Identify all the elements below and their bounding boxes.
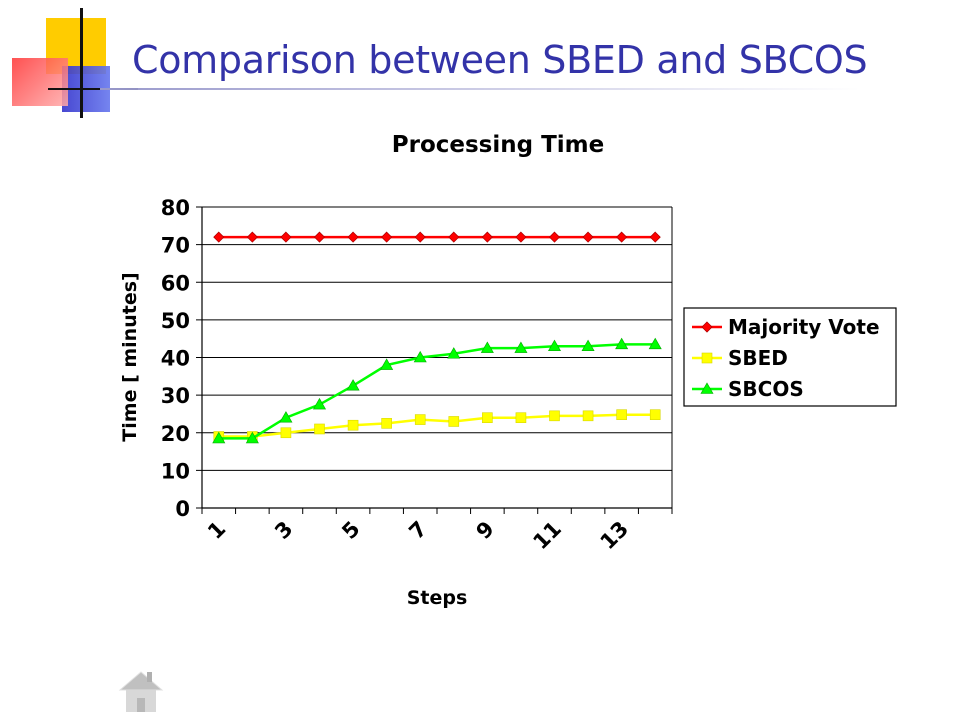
- legend-marker-sbcos: [700, 382, 714, 394]
- data-point-majority-vote: [616, 231, 628, 243]
- data-point-sbed: [549, 410, 560, 422]
- data-point-sbed: [582, 410, 594, 422]
- deco-vertical-line: [80, 8, 83, 118]
- data-point-majority-vote: [448, 231, 460, 243]
- data-point-sbcos: [346, 379, 360, 391]
- data-point-majority-vote: [381, 231, 393, 243]
- data-point-sbcos: [245, 431, 259, 444]
- corner-decoration: [0, 0, 860, 120]
- x-tick-label: 3: [270, 517, 297, 544]
- x-tick-label: 13: [596, 517, 634, 555]
- x-tick-label: 1: [203, 517, 230, 544]
- y-tick-label: 20: [161, 422, 190, 446]
- data-point-majority-vote: [347, 231, 359, 243]
- data-point-majority-vote: [280, 231, 292, 243]
- data-point-sbcos: [413, 350, 427, 363]
- data-point-majority-vote: [246, 231, 258, 243]
- series-line-sbcos: [218, 343, 656, 440]
- legend-marker-majority-vote: [701, 321, 713, 333]
- data-point-sbcos: [380, 358, 394, 370]
- data-point-sbed: [482, 412, 493, 424]
- data-point-sbed: [616, 409, 627, 420]
- data-point-sbcos: [480, 341, 494, 353]
- legend-label-sbed: SBED: [728, 346, 788, 370]
- data-point-sbed: [448, 416, 460, 427]
- y-tick-label: 60: [161, 271, 190, 295]
- data-point-sbed: [649, 409, 661, 420]
- data-point-sbcos: [648, 337, 662, 350]
- data-point-sbcos: [212, 431, 226, 444]
- y-tick-label: 10: [161, 459, 190, 483]
- series-line-sbed: [218, 413, 656, 438]
- data-point-sbed: [381, 418, 392, 429]
- y-tick-label: 50: [161, 309, 190, 333]
- data-point-sbed: [414, 414, 426, 425]
- data-point-sbcos: [615, 337, 629, 350]
- home-icon[interactable]: [118, 668, 164, 714]
- deco-red-square: [12, 58, 68, 106]
- y-tick-label: 40: [161, 347, 190, 371]
- data-point-sbcos: [581, 339, 595, 352]
- legend-label-sbcos: SBCOS: [728, 377, 804, 401]
- data-point-sbed: [515, 412, 527, 424]
- data-point-majority-vote: [213, 231, 225, 243]
- x-tick-label: 11: [528, 517, 566, 555]
- data-point-majority-vote: [313, 231, 326, 243]
- y-tick-label: 30: [161, 384, 190, 408]
- data-point-majority-vote: [515, 231, 527, 243]
- y-tick-label: 0: [175, 497, 190, 521]
- deco-horizontal-line: [48, 88, 138, 90]
- legend-marker-sbed: [701, 352, 713, 364]
- data-point-sbcos: [514, 341, 528, 353]
- data-point-sbed: [347, 419, 359, 431]
- deco-title-underline: [100, 88, 860, 90]
- legend-label-majority-vote: Majority Vote: [728, 315, 880, 339]
- data-point-sbed: [280, 427, 292, 439]
- legend: Majority Vote SBED SBCOS: [683, 307, 897, 407]
- data-point-sbed: [314, 423, 325, 435]
- chart-title: Processing Time: [392, 132, 604, 158]
- x-tick-label: 5: [337, 517, 364, 544]
- data-point-majority-vote: [481, 231, 493, 243]
- x-tick-label: 7: [404, 517, 431, 544]
- data-point-sbcos: [279, 411, 293, 423]
- slide-title: Comparison between SBED and SBCOS: [132, 38, 868, 82]
- data-point-majority-vote: [548, 231, 561, 243]
- x-axis-label: Steps: [407, 587, 468, 609]
- data-point-sbcos: [547, 339, 562, 352]
- data-point-majority-vote: [414, 231, 426, 243]
- data-point-majority-vote: [649, 231, 661, 243]
- x-tick-label: 9: [472, 517, 499, 544]
- data-point-sbcos: [312, 397, 327, 410]
- data-point-majority-vote: [582, 231, 594, 243]
- data-point-sbcos: [447, 347, 461, 359]
- y-tick-label: 70: [161, 234, 190, 258]
- y-axis-label: Time [ minutes]: [119, 272, 141, 441]
- y-tick-label: 80: [161, 196, 190, 220]
